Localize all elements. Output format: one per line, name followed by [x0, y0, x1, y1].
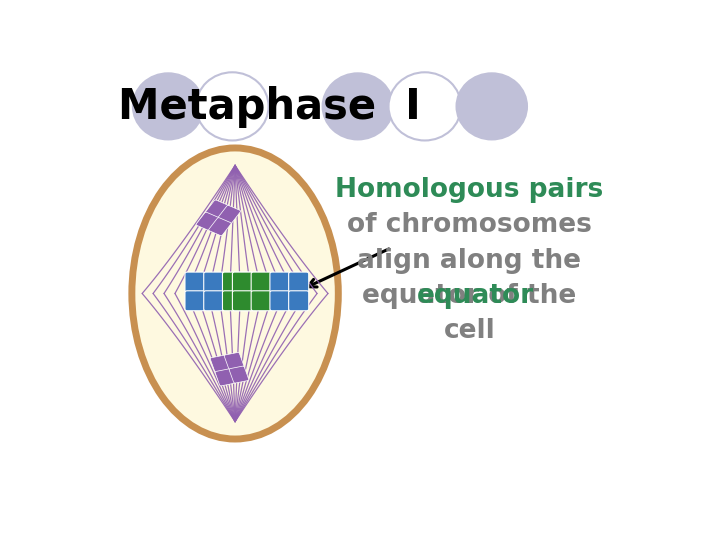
- FancyBboxPatch shape: [185, 272, 205, 292]
- Text: equator of the: equator of the: [362, 283, 577, 309]
- FancyBboxPatch shape: [289, 272, 309, 292]
- FancyBboxPatch shape: [210, 355, 230, 372]
- Text: equator: equator: [416, 283, 534, 309]
- Text: Metaphase  I: Metaphase I: [118, 85, 420, 127]
- FancyBboxPatch shape: [209, 218, 231, 235]
- Ellipse shape: [196, 72, 269, 140]
- FancyBboxPatch shape: [222, 272, 243, 292]
- Ellipse shape: [389, 72, 461, 140]
- FancyBboxPatch shape: [204, 291, 224, 310]
- FancyBboxPatch shape: [196, 212, 219, 230]
- FancyBboxPatch shape: [270, 272, 290, 292]
- FancyBboxPatch shape: [251, 272, 271, 292]
- Text: align along the: align along the: [357, 248, 582, 274]
- FancyBboxPatch shape: [270, 291, 290, 310]
- FancyBboxPatch shape: [251, 291, 271, 310]
- Ellipse shape: [132, 148, 338, 439]
- FancyBboxPatch shape: [204, 272, 224, 292]
- Text: Homologous pairs: Homologous pairs: [336, 177, 603, 203]
- FancyBboxPatch shape: [224, 353, 244, 369]
- FancyBboxPatch shape: [218, 205, 240, 224]
- FancyBboxPatch shape: [185, 291, 205, 310]
- FancyBboxPatch shape: [241, 272, 261, 292]
- Text: cell: cell: [444, 319, 495, 345]
- Ellipse shape: [132, 72, 204, 140]
- FancyBboxPatch shape: [215, 369, 235, 386]
- Ellipse shape: [322, 72, 394, 140]
- FancyBboxPatch shape: [233, 291, 253, 310]
- FancyBboxPatch shape: [205, 200, 228, 218]
- Text: of chromosomes: of chromosomes: [347, 212, 592, 238]
- FancyBboxPatch shape: [222, 291, 243, 310]
- FancyBboxPatch shape: [241, 291, 261, 310]
- FancyBboxPatch shape: [233, 272, 253, 292]
- Ellipse shape: [456, 72, 528, 140]
- FancyBboxPatch shape: [289, 291, 309, 310]
- FancyBboxPatch shape: [229, 366, 249, 383]
